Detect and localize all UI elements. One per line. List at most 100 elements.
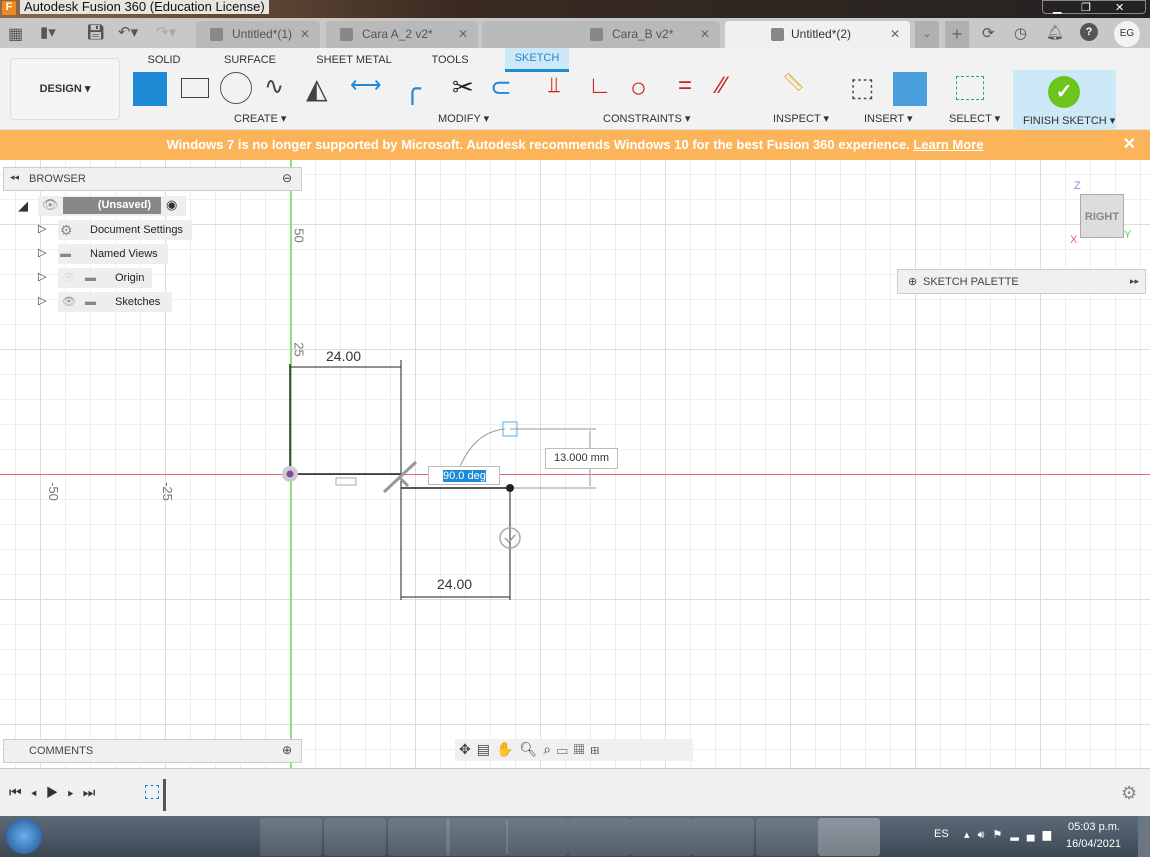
timeline-settings-gear-icon[interactable]: ⚙: [1121, 783, 1138, 803]
fillet-tool-icon[interactable]: ╭: [404, 73, 421, 104]
acrobat-taskbar-icon[interactable]: [446, 818, 508, 856]
modify-menu[interactable]: MODIFY ▾: [438, 113, 490, 125]
constraints-menu[interactable]: CONSTRAINTS ▾: [603, 113, 691, 125]
finish-sketch-button[interactable]: ✓ FINISH SKETCH ▾: [1013, 70, 1116, 130]
word-taskbar-icon[interactable]: [388, 818, 450, 856]
tab-untitled-2[interactable]: Untitled*(2) ✕: [725, 21, 910, 48]
media-player-taskbar-icon[interactable]: [200, 818, 262, 856]
workspace-switcher[interactable]: DESIGN ▾: [10, 58, 120, 120]
create-menu[interactable]: CREATE ▾: [234, 113, 287, 125]
display-settings-icon[interactable]: ▭: [557, 741, 574, 757]
close-tab-icon[interactable]: ✕: [299, 27, 310, 41]
notifications-bell-icon[interactable]: 🔔︎: [1046, 24, 1064, 40]
volume-icon[interactable]: 🔊︎: [977, 829, 993, 841]
start-button[interactable]: [6, 818, 42, 854]
new-tab-plus-icon[interactable]: +: [945, 21, 969, 48]
go-to-end-icon[interactable]: ⏭: [82, 784, 105, 800]
rectangle-tool-icon[interactable]: [178, 72, 212, 106]
offset-tool-icon[interactable]: ⊂: [490, 72, 512, 102]
insert-menu[interactable]: INSERT ▾: [864, 113, 913, 125]
play-icon[interactable]: ▶: [45, 784, 68, 800]
close-banner-icon[interactable]: ✕: [1122, 136, 1136, 153]
show-desktop-button[interactable]: [1138, 816, 1150, 857]
user-avatar[interactable]: EG: [1114, 21, 1140, 47]
parallel-constraint-icon[interactable]: ⁄⁄: [718, 72, 727, 99]
tab-tools[interactable]: TOOLS: [431, 54, 469, 66]
learn-more-link[interactable]: Learn More: [913, 137, 984, 152]
close-tab-icon[interactable]: ✕: [699, 27, 710, 41]
close-window-button[interactable]: ✕: [1115, 2, 1125, 14]
view-cube-face[interactable]: RIGHT: [1080, 194, 1124, 238]
inspect-menu[interactable]: INSPECT ▾: [773, 113, 830, 125]
fit-icon[interactable]: ⌕: [543, 741, 558, 757]
network-signal-icon[interactable]: ▂▄▆: [1010, 829, 1060, 841]
expand-plus-icon[interactable]: ⊕: [908, 276, 918, 288]
dimension-label[interactable]: 24.00: [437, 576, 473, 592]
insert-derive-icon[interactable]: ⬚: [850, 72, 875, 102]
view-cube[interactable]: Z RIGHT Y X: [1068, 180, 1131, 250]
zoom-icon[interactable]: 🔍︎: [519, 741, 544, 757]
trim-scissors-icon[interactable]: ✂: [452, 72, 474, 102]
tab-untitled-1[interactable]: Untitled*(1) ✕: [196, 21, 320, 48]
viewports-icon[interactable]: ⊞: [590, 741, 606, 757]
tab-cara-a[interactable]: Cara A_2 v2* ✕: [326, 21, 478, 48]
file-menu-icon[interactable]: ▮▾: [40, 24, 56, 41]
explorer-taskbar-icon[interactable]: [86, 818, 148, 856]
tangent-constraint-icon[interactable]: ○: [630, 72, 647, 103]
grid-settings-icon[interactable]: ▦: [573, 741, 591, 757]
perpendicular-constraint-icon[interactable]: ∟: [588, 72, 612, 99]
collapse-panel-icon[interactable]: ◂◂: [10, 172, 20, 182]
tab-solid[interactable]: SOLID: [147, 54, 181, 66]
save-icon[interactable]: 💾︎: [86, 24, 106, 41]
timeline-marker[interactable]: [163, 779, 166, 811]
language-indicator[interactable]: ES: [934, 828, 949, 840]
teams-taskbar-icon[interactable]: [692, 818, 754, 856]
step-back-icon[interactable]: ◂: [30, 784, 46, 800]
line-tool-icon[interactable]: [133, 72, 167, 106]
tab-cara-b[interactable]: Cara_B v2* ✕: [482, 21, 720, 48]
flight-app-taskbar-icon[interactable]: [506, 818, 568, 856]
maximize-button[interactable]: ❐: [1081, 2, 1091, 14]
sketch-canvas[interactable]: 50 25 -50 -25 24.00 24.00 13.000 mm 90.0…: [0, 160, 1150, 768]
pan-hand-icon[interactable]: ✋: [495, 741, 520, 757]
dimension-tool-icon[interactable]: ⟷: [350, 72, 382, 97]
distance-dimension-label[interactable]: 13.000 mm: [545, 448, 618, 469]
apps-grid-icon[interactable]: ▦: [8, 26, 24, 43]
select-window-icon[interactable]: [956, 76, 984, 100]
close-tab-icon[interactable]: ✕: [457, 27, 468, 41]
clock-date[interactable]: 16/04/2021: [1066, 838, 1122, 850]
look-at-icon[interactable]: ▤: [476, 741, 496, 757]
show-hidden-icons-icon[interactable]: ▴: [964, 829, 978, 841]
sketch-timeline-item-icon[interactable]: [145, 785, 159, 799]
close-tab-icon[interactable]: ✕: [889, 27, 900, 41]
sync-icon[interactable]: ⟳: [982, 25, 995, 42]
angle-input[interactable]: 90.0 deg: [428, 466, 500, 485]
tab-sketch[interactable]: SKETCH: [505, 48, 569, 72]
spline-tool-icon[interactable]: ∿: [264, 73, 285, 100]
go-to-start-icon[interactable]: ⏮: [9, 784, 31, 800]
equal-constraint-icon[interactable]: =: [678, 72, 693, 99]
circle-tool-icon[interactable]: [220, 72, 252, 104]
browser-root-node[interactable]: 👁︎ (Unsaved) ◉: [38, 196, 186, 216]
undo-icon[interactable]: ↶▾: [118, 24, 139, 41]
minimize-button[interactable]: ▁: [1053, 2, 1062, 14]
spotify-taskbar-icon[interactable]: [630, 818, 692, 856]
dimension-label[interactable]: 24.00: [326, 348, 362, 364]
visibility-eye-icon[interactable]: 👁︎: [42, 197, 59, 212]
chrome-taskbar-icon[interactable]: [260, 818, 322, 856]
photos-taskbar-icon[interactable]: [756, 818, 818, 856]
add-comment-plus-icon[interactable]: ⊕: [282, 743, 293, 757]
fusion360-taskbar-icon[interactable]: [818, 818, 880, 856]
orbit-icon[interactable]: ✥: [459, 741, 477, 757]
sticky-notes-taskbar-icon[interactable]: [568, 818, 630, 856]
collapse-tree-icon[interactable]: ◢: [18, 198, 28, 213]
comments-panel-header[interactable]: COMMENTS ⊕: [3, 739, 302, 763]
activate-radio-icon[interactable]: ◉: [166, 197, 178, 212]
sketch-palette-header[interactable]: ⊕ SKETCH PALETTE ▸▸: [897, 269, 1146, 294]
tab-surface[interactable]: SURFACE: [224, 54, 276, 66]
select-menu[interactable]: SELECT ▾: [949, 113, 1001, 125]
insert-image-icon[interactable]: [893, 72, 927, 106]
expand-panel-icon[interactable]: ▸▸: [1129, 276, 1139, 286]
measure-ruler-icon[interactable]: 📏︎: [782, 72, 805, 92]
tab-sheet-metal[interactable]: SHEET METAL: [316, 54, 392, 66]
